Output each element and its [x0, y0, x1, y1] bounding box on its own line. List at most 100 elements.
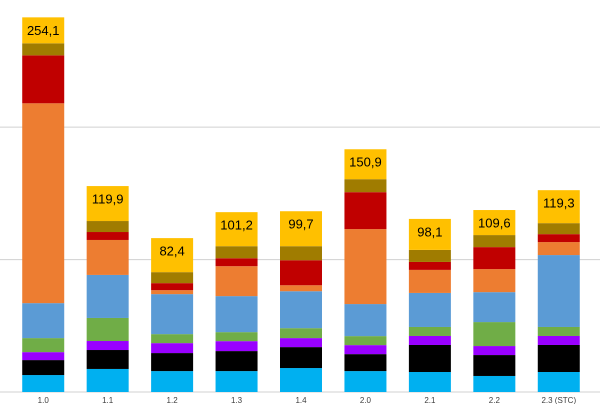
bar-segment: [408, 292, 451, 327]
bar-segment: [537, 190, 580, 224]
bar-segment: [86, 239, 129, 275]
bar-segment: [408, 261, 451, 270]
total-label: 98,1: [417, 224, 442, 239]
bar-segment: [22, 43, 65, 56]
bar-segment: [22, 338, 65, 353]
bar-segment: [537, 223, 580, 235]
bar-segment: [86, 274, 129, 318]
bar-segment: [215, 258, 258, 267]
bar-segment: [408, 335, 451, 345]
bar-segment: [408, 344, 451, 373]
bar-segment: [86, 221, 129, 233]
bar-segment: [280, 328, 322, 339]
total-label: 101,2: [220, 218, 253, 233]
bar-segment: [344, 149, 387, 180]
bar-segment: [215, 371, 258, 392]
bar-segment: [215, 296, 258, 333]
bar-segment: [280, 285, 322, 292]
bar-segment: [22, 17, 65, 44]
bar-segment: [22, 352, 65, 361]
bar-segment: [473, 292, 516, 323]
bar-segment: [344, 304, 387, 337]
bar-segment: [473, 322, 516, 347]
bar-segment: [86, 232, 129, 240]
bar-segment: [215, 332, 258, 342]
bar-segment: [151, 283, 194, 291]
bar-segment: [473, 375, 516, 392]
bar-segment: [537, 234, 580, 243]
bar-segment: [280, 368, 322, 392]
bar-segment: [537, 242, 580, 256]
total-label: 109,6: [478, 215, 511, 230]
total-label: 150,9: [349, 155, 382, 170]
bar-segment: [151, 334, 194, 344]
bar-segment: [537, 335, 580, 345]
bar-segment: [473, 247, 516, 270]
bar-segment: [280, 291, 322, 329]
x-tick-label: 1.3: [231, 396, 243, 404]
bar-segment: [408, 218, 451, 250]
bar-segment: [86, 341, 129, 351]
total-label: 254,1: [27, 23, 60, 38]
total-label: 119,3: [543, 196, 575, 211]
bar-segment: [280, 347, 322, 369]
bar-segment: [151, 238, 194, 273]
bar-segment: [408, 269, 451, 293]
bar-segment: [537, 372, 580, 392]
x-tick-label: 2.0: [360, 396, 372, 404]
bar-segment: [86, 350, 129, 369]
bar-segment: [280, 211, 322, 247]
bar-segment: [473, 235, 516, 248]
bar-segment: [151, 353, 194, 372]
bar-segment: [22, 303, 65, 339]
x-tick-label: 1.2: [167, 396, 179, 404]
bar-segment: [151, 294, 194, 335]
bar-segment: [280, 246, 322, 261]
bar-segment: [215, 212, 258, 247]
bar-segment: [215, 266, 258, 297]
bar-segment: [215, 246, 258, 259]
bar-segment: [151, 371, 194, 392]
bar-segment: [344, 354, 387, 372]
bar-segment: [537, 255, 580, 327]
bar-segment: [86, 317, 129, 342]
bar-segment: [344, 229, 387, 305]
bar-segment: [22, 360, 65, 376]
bar-segment: [280, 260, 322, 286]
bar-segment: [473, 210, 516, 236]
bar-segment: [280, 338, 322, 348]
bar-segment: [86, 368, 129, 392]
bar-segment: [215, 351, 258, 372]
x-tick-label: 1.4: [295, 396, 307, 404]
bar-segment: [344, 345, 387, 355]
bar-segment: [86, 186, 129, 222]
bar-segment: [344, 192, 387, 230]
bar-segment: [537, 326, 580, 336]
bar-segment: [537, 344, 580, 373]
bar-segment: [473, 269, 516, 293]
total-label: 99,7: [288, 217, 313, 232]
bar-segment: [22, 103, 65, 304]
x-tick-label: 2.1: [424, 396, 436, 404]
bar-segment: [151, 290, 194, 295]
bar-segment: [22, 375, 65, 392]
bar-segment: [408, 372, 451, 392]
x-tick-label: 1.1: [102, 396, 114, 404]
bar-segment: [473, 346, 516, 356]
bar-segment: [22, 55, 65, 104]
x-tick-label: 2.3 (STC): [541, 396, 576, 404]
x-tick-label: 1.0: [38, 396, 50, 404]
bar-segment: [344, 336, 387, 346]
bar-segment: [215, 341, 258, 352]
bar-segment: [408, 326, 451, 336]
bar-segment: [344, 371, 387, 392]
bar-segment: [344, 179, 387, 193]
bar-segment: [473, 355, 516, 376]
total-label: 119,9: [92, 192, 124, 207]
x-tick-label: 2.2: [489, 396, 501, 404]
bar-segment: [408, 249, 451, 262]
bar-segment: [151, 272, 194, 284]
total-label: 82,4: [159, 244, 184, 259]
bar-segment: [151, 343, 194, 354]
